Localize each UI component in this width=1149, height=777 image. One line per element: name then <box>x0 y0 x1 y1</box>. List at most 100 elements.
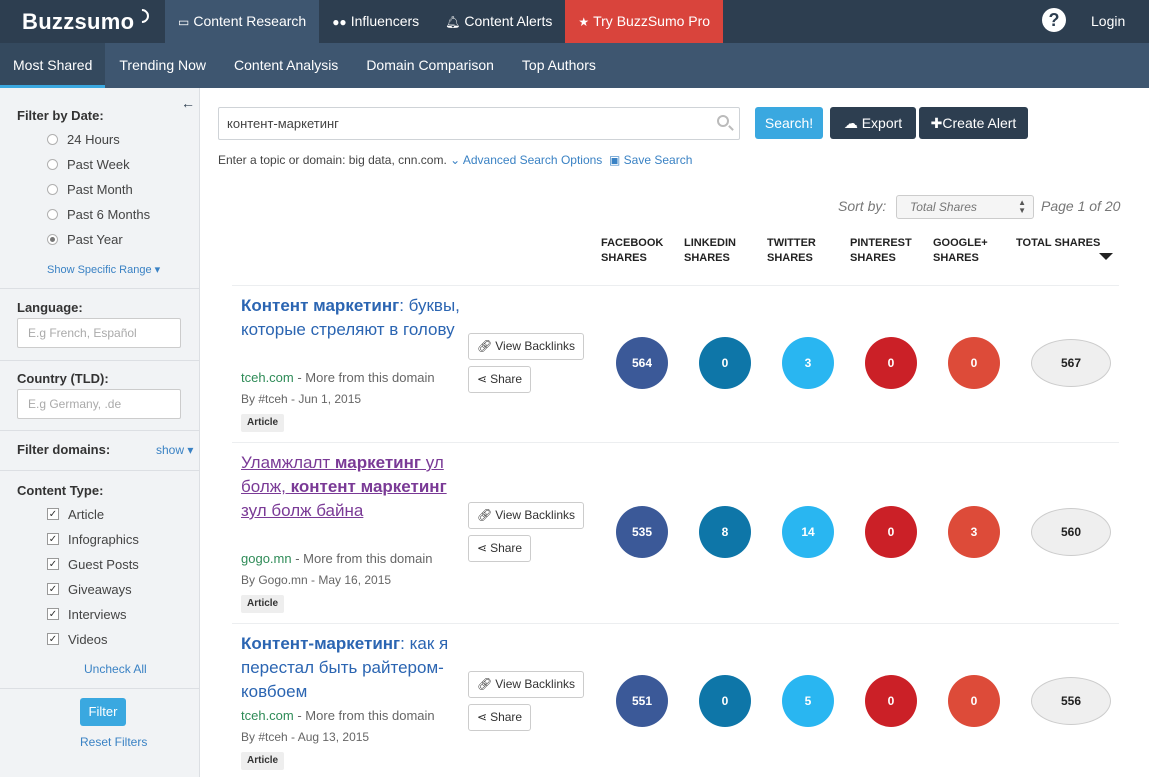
checkbox-checked[interactable]: ✓ <box>47 558 59 570</box>
col-pinterest-shares[interactable]: PINTEREST SHARES <box>850 236 912 266</box>
save-search-link[interactable]: ▣ Save Search <box>606 153 693 167</box>
radio-button[interactable] <box>47 183 58 195</box>
result-title-link[interactable]: Контент маркетинг: буквы, которые стреля… <box>241 294 461 342</box>
chevron-down-icon: ⌄ <box>450 153 461 167</box>
nav-content-research[interactable]: ▭ Content Research <box>165 0 320 43</box>
advanced-search-label: Advanced Search Options <box>462 153 603 167</box>
plus-icon: ✚ <box>930 115 943 131</box>
col-label-line: SHARES <box>684 252 730 264</box>
twitter-count: 3 <box>782 337 834 389</box>
bell-icon: 🔔︎ <box>445 15 461 29</box>
result-title-link[interactable]: Уламжлалт маркетинг ул болж, контент мар… <box>241 451 461 523</box>
tab-most-shared[interactable]: Most Shared <box>0 43 106 88</box>
advanced-search-link[interactable]: ⌄ Advanced Search Options <box>450 153 602 167</box>
radio-button-selected[interactable] <box>47 233 58 245</box>
result-domain: gogo.mn - More from this domain <box>241 551 432 566</box>
backlinks-label: View Backlinks <box>495 508 576 522</box>
radio-button[interactable] <box>47 208 58 220</box>
uncheck-all-link[interactable]: Uncheck All <box>84 662 147 676</box>
total-shares-count: 560 <box>1031 508 1111 556</box>
page-info: Page 1 of 20 <box>1041 198 1121 214</box>
col-googleplus-shares[interactable]: GOOGLE+ SHARES <box>933 236 988 266</box>
reset-filters-link[interactable]: Reset Filters <box>80 735 148 749</box>
login-link[interactable]: Login <box>1091 13 1126 29</box>
domain-link[interactable]: gogo.mn <box>241 551 292 566</box>
search-icon[interactable] <box>717 115 729 127</box>
more-from-domain-link[interactable]: - More from this domain <box>293 370 435 385</box>
content-type-guest-posts[interactable]: ✓ Guest Posts <box>47 555 139 573</box>
date-option-week[interactable]: Past Week <box>47 155 130 173</box>
sort-desc-icon[interactable] <box>1099 253 1113 260</box>
share-button[interactable]: ⋖ Share <box>468 366 532 393</box>
content-type-article[interactable]: ✓ Article <box>47 505 104 523</box>
search-button[interactable]: Search! <box>755 107 823 139</box>
language-input[interactable] <box>17 318 181 348</box>
collapse-arrow-icon[interactable]: ← <box>181 95 195 111</box>
tab-top-authors[interactable]: Top Authors <box>521 57 596 73</box>
share-button[interactable]: ⋖ Share <box>468 704 532 731</box>
more-from-domain-link[interactable]: - More from this domain <box>291 551 433 566</box>
more-from-domain-link[interactable]: - More from this domain <box>293 708 435 723</box>
radio-button[interactable] <box>47 133 58 145</box>
domains-show-link[interactable]: show ▾ <box>156 443 194 457</box>
radio-button[interactable] <box>47 158 58 170</box>
view-backlinks-button[interactable]: 🔗︎ View Backlinks <box>468 502 585 529</box>
nav-content-alerts[interactable]: 🔔︎ Content Alerts <box>432 0 565 43</box>
result-domain: tceh.com - More from this domain <box>241 370 435 385</box>
date-option-month[interactable]: Past Month <box>47 180 133 198</box>
col-total-shares[interactable]: TOTAL SHARES <box>1016 236 1100 251</box>
sort-select[interactable]: Total Shares ▲ ▼ <box>896 195 1034 219</box>
nav-influencers[interactable]: ●● Influencers <box>319 0 432 43</box>
col-facebook-shares[interactable]: FACEBOOK SHARES <box>601 236 663 266</box>
filter-button[interactable]: Filter <box>80 698 126 726</box>
result-title-link[interactable]: Контент-маркетинг: как я перестал быть р… <box>241 632 461 704</box>
save-search-label: Save Search <box>623 153 693 167</box>
col-label-line: TWITTER <box>767 237 816 249</box>
sort-by-label: Sort by: <box>838 198 887 214</box>
share-label: Share <box>490 372 523 386</box>
col-label-line: SHARES <box>767 252 813 264</box>
search-input[interactable] <box>219 108 699 139</box>
content-type-videos[interactable]: ✓ Videos <box>47 630 108 648</box>
export-button[interactable]: ☁ Export <box>830 107 916 139</box>
col-label-line: GOOGLE+ <box>933 237 988 249</box>
tab-trending-now[interactable]: Trending Now <box>119 57 207 73</box>
show-specific-range-link[interactable]: Show Specific Range ▾ <box>47 264 161 276</box>
nav-label: Influencers <box>350 13 420 29</box>
domain-link[interactable]: tceh.com <box>241 708 294 723</box>
content-type-infographics[interactable]: ✓ Infographics <box>47 530 139 548</box>
share-button[interactable]: ⋖ Share <box>468 535 532 562</box>
checkbox-label: Infographics <box>68 531 139 547</box>
view-backlinks-button[interactable]: 🔗︎ View Backlinks <box>468 671 585 698</box>
checkbox-checked[interactable]: ✓ <box>47 633 59 645</box>
col-label-line: SHARES <box>850 252 896 264</box>
googleplus-count: 0 <box>948 675 1000 727</box>
pinterest-count: 0 <box>865 337 917 389</box>
checkbox-checked[interactable]: ✓ <box>47 508 59 520</box>
title-rest: : как я перестал быть райтером-ковбоем <box>241 634 449 701</box>
search-hint: Enter a topic or domain: big data, cnn.c… <box>218 153 692 167</box>
tab-content-analysis[interactable]: Content Analysis <box>234 57 339 73</box>
checkbox-checked[interactable]: ✓ <box>47 583 59 595</box>
checkbox-checked[interactable]: ✓ <box>47 533 59 545</box>
date-option-6months[interactable]: Past 6 Months <box>47 205 150 223</box>
create-alert-button[interactable]: ✚Create Alert <box>919 107 1028 139</box>
date-option-24h[interactable]: 24 Hours <box>47 130 120 148</box>
content-type-giveaways[interactable]: ✓ Giveaways <box>47 580 132 598</box>
tab-domain-comparison[interactable]: Domain Comparison <box>366 57 494 73</box>
nav-try-pro[interactable]: ★ Try BuzzSumo Pro <box>565 0 724 43</box>
date-option-year[interactable]: Past Year <box>47 230 123 248</box>
col-label-line: SHARES <box>601 252 647 264</box>
col-twitter-shares[interactable]: TWITTER SHARES <box>767 236 816 266</box>
domain-link[interactable]: tceh.com <box>241 370 294 385</box>
country-input[interactable] <box>17 389 181 419</box>
view-backlinks-button[interactable]: 🔗︎ View Backlinks <box>468 333 585 360</box>
checkbox-checked[interactable]: ✓ <box>47 608 59 620</box>
share-label: Share <box>490 710 523 724</box>
googleplus-count: 0 <box>948 337 1000 389</box>
col-linkedin-shares[interactable]: LINKEDIN SHARES <box>684 236 736 266</box>
buzzsumo-logo[interactable]: Buzzsumo <box>22 6 153 35</box>
content-type-interviews[interactable]: ✓ Interviews <box>47 605 127 623</box>
help-icon[interactable]: ? <box>1042 8 1066 32</box>
title-part: зул болж байна <box>241 501 364 520</box>
